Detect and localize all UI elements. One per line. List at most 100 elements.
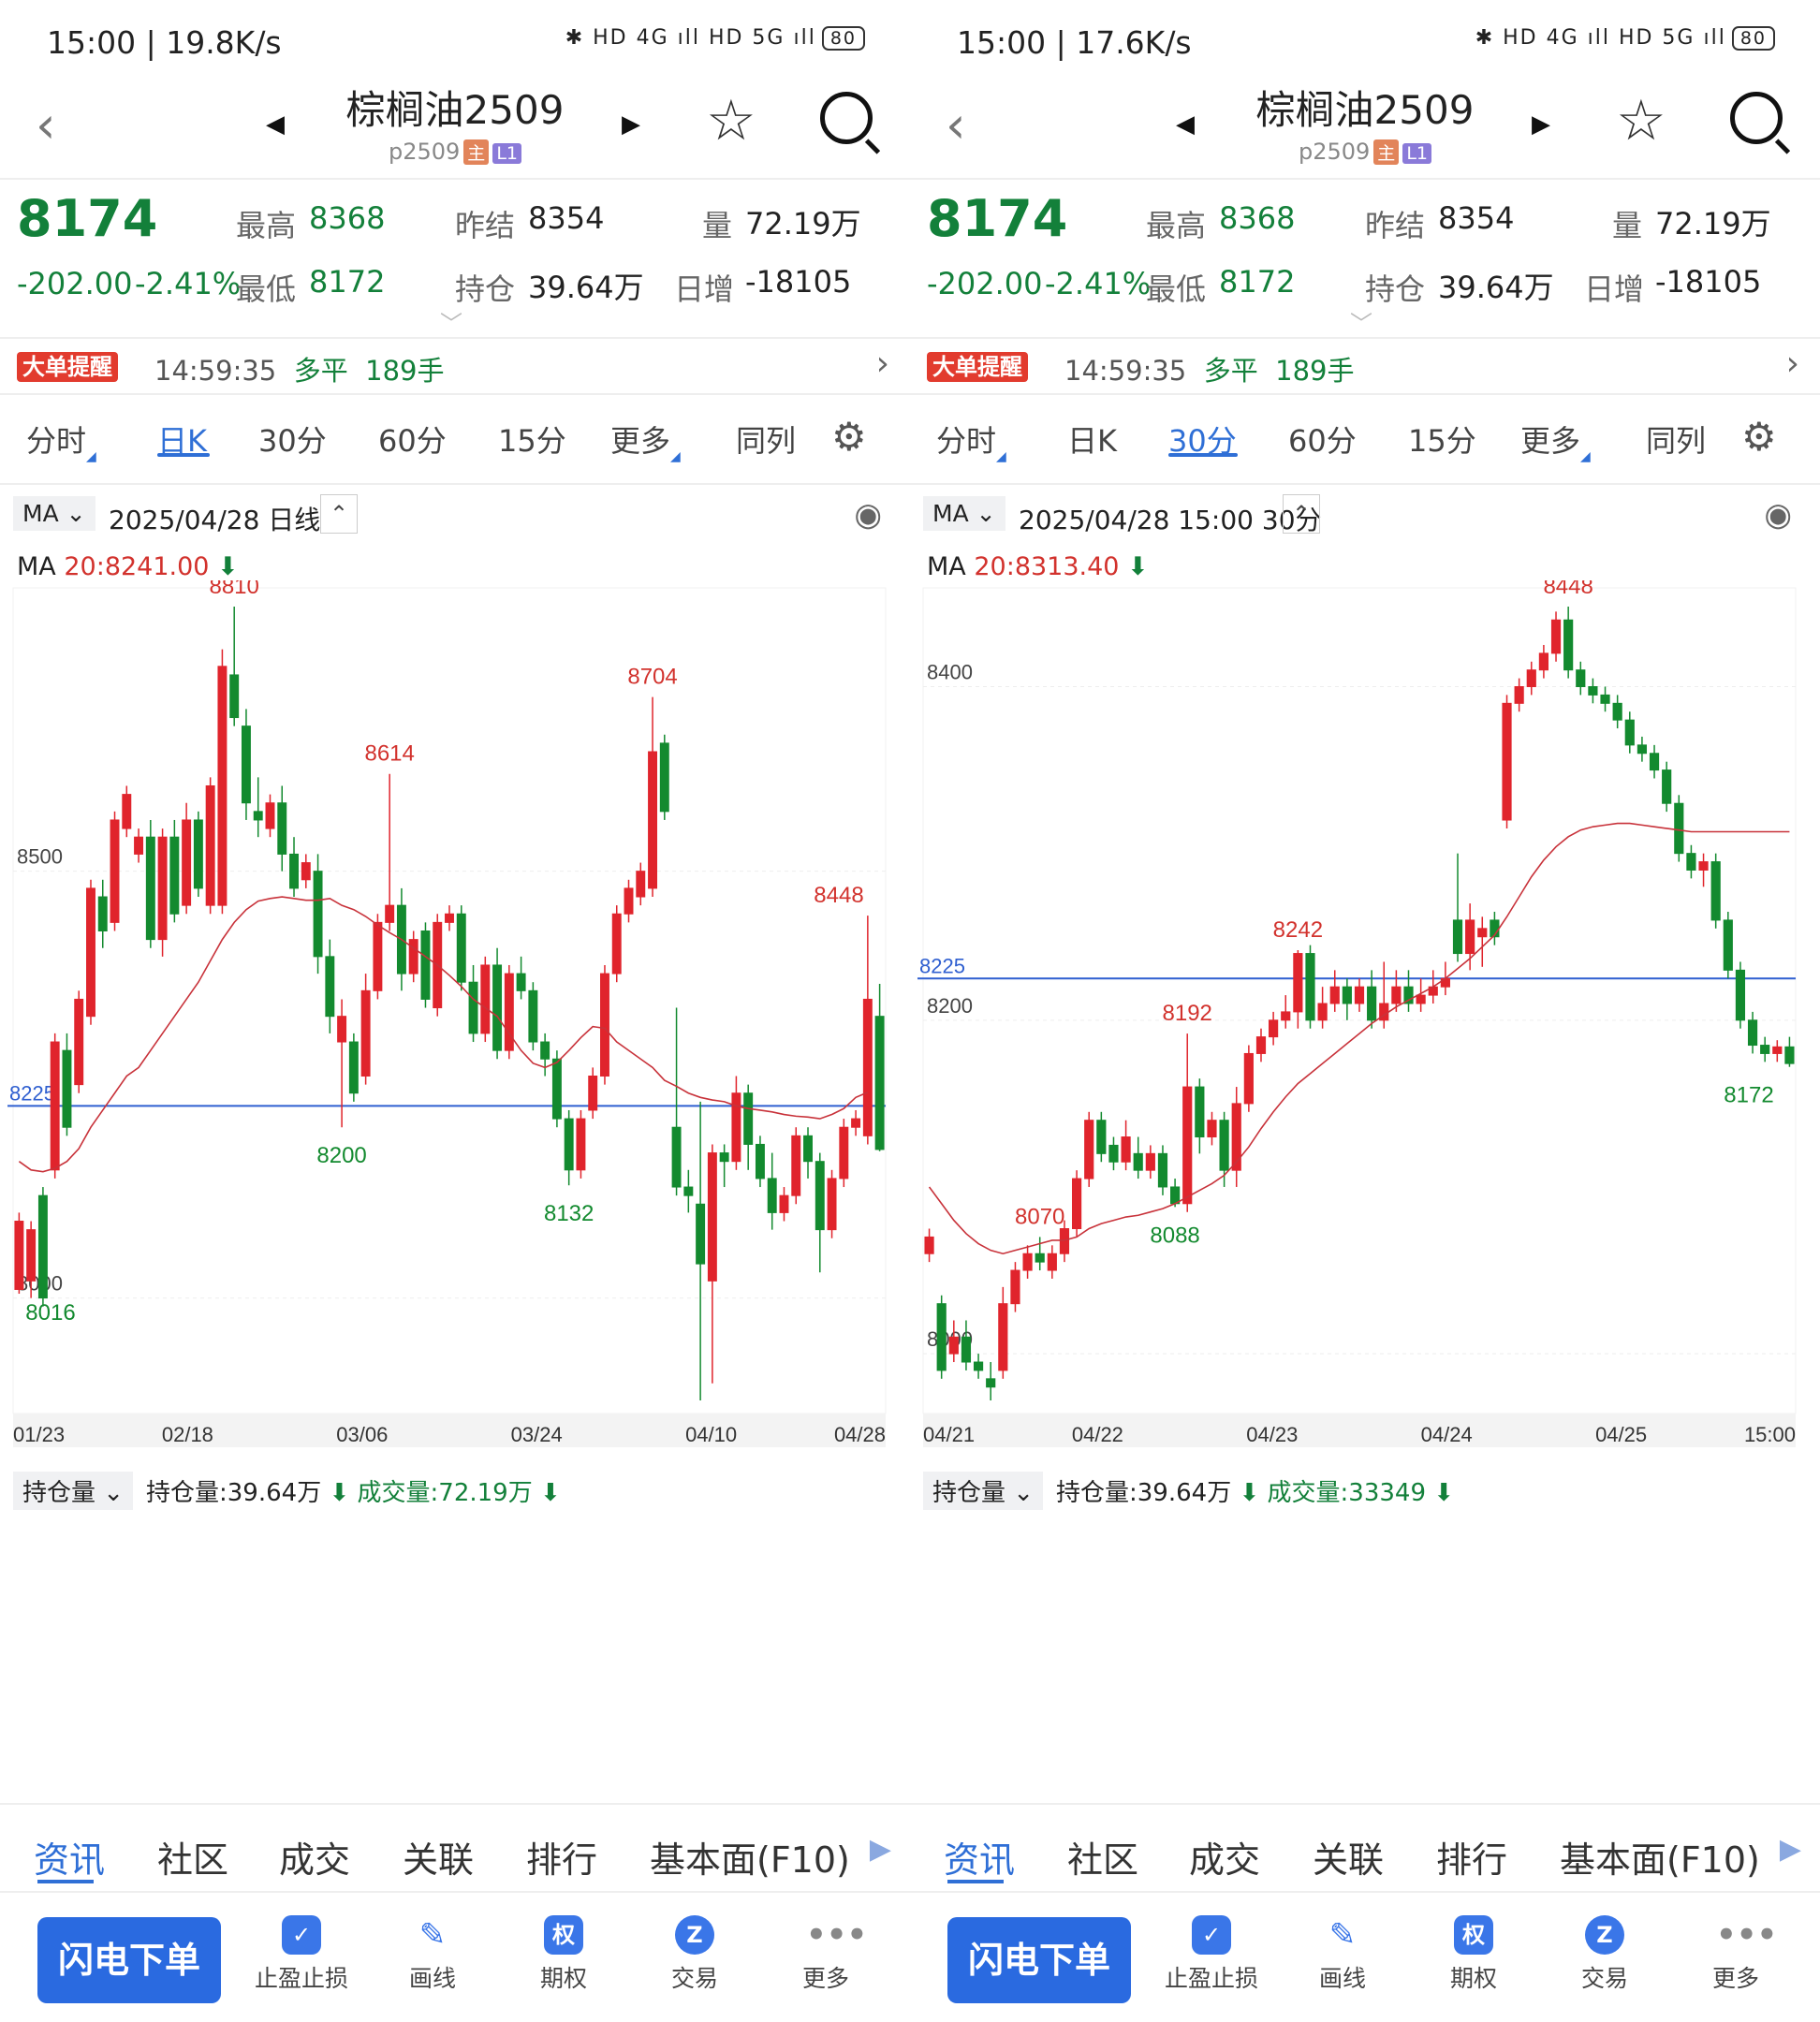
kline-chart[interactable]: 8000850082258810861487048448820081328016… bbox=[0, 574, 910, 1789]
vol-select-label: 持仓量 bbox=[22, 1479, 96, 1507]
tab-60min[interactable]: 60分 bbox=[378, 418, 447, 461]
price-annotation: 8192 bbox=[1163, 1001, 1212, 1026]
candle-body bbox=[301, 862, 311, 881]
tab-compare[interactable]: 同列 bbox=[1646, 418, 1706, 461]
prev-contract-icon[interactable]: ◀ bbox=[266, 110, 285, 139]
info-tabs: 资讯 社区 成交 关联 排行 基本面(F10) ▶ bbox=[0, 1803, 910, 1893]
more-button[interactable]: ••• 更多 bbox=[1670, 1915, 1801, 1994]
back-icon[interactable]: ‹ bbox=[36, 95, 56, 154]
indicator-select[interactable]: MA ⌄ bbox=[13, 496, 95, 531]
stop-loss-button[interactable]: ✓ 止盈止损 bbox=[1146, 1915, 1277, 1994]
price-annotation: 8448 bbox=[814, 883, 863, 908]
options-button[interactable]: 权期权 bbox=[498, 1915, 629, 1994]
volume-indicator-select[interactable]: 持仓量 ⌄ bbox=[13, 1472, 134, 1510]
next-contract-icon[interactable]: ▶ bbox=[1532, 110, 1550, 139]
tab-daily[interactable]: 日K bbox=[1067, 418, 1117, 461]
tab-fundamentals[interactable]: 基本面(F10) bbox=[650, 1839, 850, 1881]
draw-line-button[interactable]: ✎ 画线 bbox=[367, 1915, 498, 1994]
option-icon: 权 bbox=[1454, 1915, 1493, 1955]
tab-15min[interactable]: 15分 bbox=[1408, 418, 1476, 461]
dropdown-icon: ◢ bbox=[1580, 449, 1591, 464]
search-icon[interactable] bbox=[820, 92, 873, 144]
volume-indicator-select[interactable]: 持仓量 ⌄ bbox=[923, 1472, 1044, 1510]
search-icon[interactable] bbox=[1730, 92, 1783, 144]
tab-ranking[interactable]: 排行 bbox=[526, 1839, 598, 1881]
gear-icon[interactable]: ⚙ bbox=[831, 414, 867, 460]
tab-trades[interactable]: 成交 bbox=[279, 1839, 351, 1881]
tab-timeshare[interactable]: 分时◢ bbox=[936, 418, 1006, 464]
tab-more[interactable]: 更多◢ bbox=[1520, 418, 1591, 464]
status-time: 15:00 | 17.6K/s bbox=[957, 24, 1192, 61]
collapse-icon[interactable]: ⌃ bbox=[320, 494, 358, 534]
tab-news[interactable]: 资讯 bbox=[34, 1839, 106, 1881]
tab-15min[interactable]: 15分 bbox=[498, 418, 566, 461]
gear-icon[interactable]: ⚙ bbox=[1741, 414, 1777, 460]
next-contract-icon[interactable]: ▶ bbox=[622, 110, 640, 139]
star-icon[interactable]: ☆ bbox=[706, 88, 756, 154]
x-tick-label: 04/25 bbox=[1595, 1423, 1647, 1446]
candle-body bbox=[1219, 1120, 1229, 1171]
option-icon: 权 bbox=[544, 1915, 583, 1955]
star-icon[interactable]: ☆ bbox=[1616, 88, 1666, 154]
flash-order-button[interactable]: 闪电下单 bbox=[947, 1917, 1131, 2003]
candle-body bbox=[1747, 1019, 1758, 1047]
prev-contract-icon[interactable]: ◀ bbox=[1176, 110, 1195, 139]
price-annotation: 8704 bbox=[627, 665, 677, 690]
more-button[interactable]: ••• 更多 bbox=[760, 1915, 891, 1994]
tab-60min[interactable]: 60分 bbox=[1288, 418, 1357, 461]
options-button[interactable]: 权期权 bbox=[1408, 1915, 1539, 1994]
tab-fundamentals[interactable]: 基本面(F10) bbox=[1560, 1839, 1760, 1881]
trade-button[interactable]: Z 交易 bbox=[629, 1915, 760, 1994]
candle-body bbox=[936, 1303, 947, 1371]
eye-icon[interactable]: ◉ bbox=[1764, 496, 1792, 534]
stop-loss-button[interactable]: ✓ 止盈止损 bbox=[236, 1915, 367, 1994]
candle-body bbox=[1416, 994, 1426, 1004]
collapse-icon[interactable]: ⌃ bbox=[1283, 494, 1320, 534]
tab-ranking[interactable]: 排行 bbox=[1436, 1839, 1508, 1881]
chevron-right-icon[interactable]: › bbox=[1785, 344, 1799, 383]
tab-trades[interactable]: 成交 bbox=[1189, 1839, 1261, 1881]
trade-button[interactable]: Z 交易 bbox=[1539, 1915, 1670, 1994]
tab-more[interactable]: 更多◢ bbox=[610, 418, 681, 464]
flash-order-button[interactable]: 闪电下单 bbox=[37, 1917, 221, 2003]
expand-chevron-icon[interactable]: ﹀ bbox=[1350, 311, 1372, 337]
candle-body bbox=[671, 1126, 682, 1188]
indicator-select[interactable]: MA ⌄ bbox=[923, 496, 1005, 531]
scroll-right-icon[interactable]: ▶ bbox=[869, 1833, 891, 1866]
alert-action: 多平 bbox=[1203, 355, 1258, 387]
draw-line-button[interactable]: ✎ 画线 bbox=[1277, 1915, 1408, 1994]
tab-related[interactable]: 关联 bbox=[1313, 1839, 1385, 1881]
tab-30min[interactable]: 30分 bbox=[258, 418, 327, 461]
tab-daily[interactable]: 日K bbox=[157, 418, 207, 461]
oi-readout: 持仓量:39.64万 bbox=[1056, 1479, 1232, 1507]
back-icon[interactable]: ‹ bbox=[946, 95, 966, 154]
chevron-right-icon[interactable]: › bbox=[875, 344, 889, 383]
tab-news[interactable]: 资讯 bbox=[944, 1839, 1016, 1881]
kline-chart[interactable]: 8000820084008225844882428192807080887972… bbox=[910, 574, 1820, 1789]
down-arrow-icon: ⬇ bbox=[209, 552, 239, 581]
tab-community[interactable]: 社区 bbox=[1067, 1839, 1139, 1881]
down-arrow-icon: ⬇ bbox=[1119, 552, 1149, 581]
tab-30min[interactable]: 30分 bbox=[1168, 418, 1237, 461]
candle-body bbox=[1243, 1052, 1254, 1105]
prev-settle-label: 昨结 bbox=[1365, 208, 1426, 243]
big-order-alert[interactable]: 大单提醒 14:59:35 多平 189手 › bbox=[0, 339, 910, 395]
price-annotation: 8088 bbox=[1150, 1223, 1199, 1248]
tab-timeshare[interactable]: 分时◢ bbox=[26, 418, 96, 464]
tab-related[interactable]: 关联 bbox=[403, 1839, 475, 1881]
price-annotation: 8448 bbox=[1543, 580, 1592, 599]
alert-qty: 189手 bbox=[365, 355, 445, 387]
scroll-right-icon[interactable]: ▶ bbox=[1779, 1833, 1801, 1866]
tab-compare[interactable]: 同列 bbox=[736, 418, 796, 461]
vol-select-label: 持仓量 bbox=[932, 1479, 1006, 1507]
high-value: 8368 bbox=[1219, 200, 1296, 236]
candle-body bbox=[37, 1194, 48, 1299]
trade-icon: Z bbox=[675, 1915, 714, 1955]
expand-chevron-icon[interactable]: ﹀ bbox=[440, 311, 462, 337]
candle-body bbox=[265, 802, 275, 829]
eye-icon[interactable]: ◉ bbox=[854, 496, 882, 534]
big-order-alert[interactable]: 大单提醒 14:59:35 多平 189手 › bbox=[910, 339, 1820, 395]
candle-body bbox=[504, 973, 514, 1051]
candle-body bbox=[1195, 1086, 1205, 1138]
tab-community[interactable]: 社区 bbox=[157, 1839, 229, 1881]
